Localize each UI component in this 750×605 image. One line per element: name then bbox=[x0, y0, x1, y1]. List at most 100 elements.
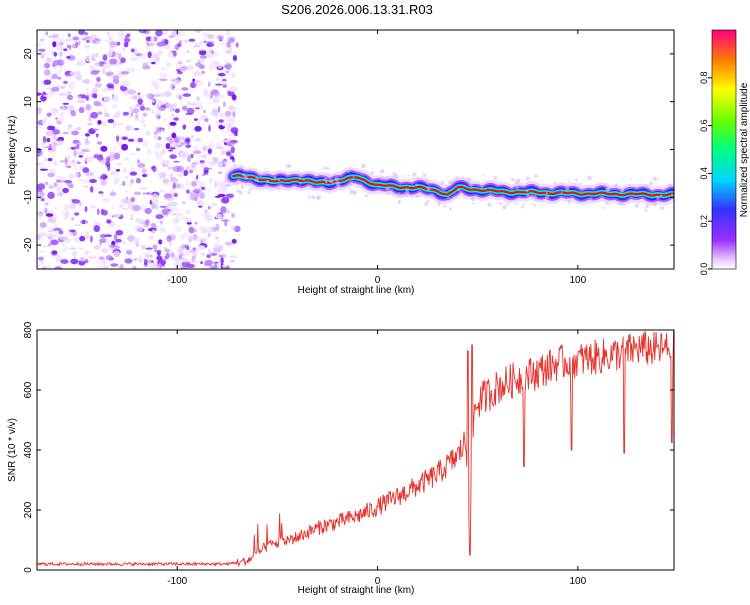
noise-blob bbox=[48, 243, 52, 247]
noise-blob bbox=[231, 213, 235, 218]
noise-blob bbox=[204, 153, 207, 160]
noise-blob bbox=[109, 192, 117, 197]
noise-blob bbox=[130, 111, 134, 117]
noise-blob bbox=[185, 144, 192, 149]
trace-scatter-dot bbox=[361, 174, 363, 176]
colorbar-tick-label: 0.4 bbox=[699, 167, 709, 180]
noise-blob bbox=[101, 209, 108, 216]
noise-blob bbox=[96, 76, 101, 82]
noise-blob bbox=[73, 71, 82, 75]
trace-scatter-dot bbox=[238, 190, 243, 195]
noise-blob bbox=[129, 96, 134, 100]
noise-blob bbox=[156, 126, 160, 134]
colorbar-label: Normalized spectral amplitude bbox=[739, 82, 750, 217]
noise-blob bbox=[66, 125, 72, 131]
noise-blob bbox=[144, 252, 152, 259]
noise-blob bbox=[129, 105, 134, 113]
noise-blob bbox=[173, 50, 177, 57]
trace-scatter-dot bbox=[463, 184, 466, 187]
spectrogram-frame bbox=[36, 29, 675, 270]
noise-blob bbox=[66, 183, 74, 187]
trace-scatter-dot bbox=[440, 181, 445, 185]
noise-blob bbox=[215, 223, 220, 231]
noise-blob bbox=[169, 121, 177, 126]
noise-blob bbox=[193, 118, 199, 121]
noise-blob bbox=[123, 157, 130, 161]
noise-blob bbox=[199, 192, 205, 199]
noise-blob bbox=[98, 191, 104, 194]
noise-blob bbox=[149, 235, 154, 240]
noise-blob bbox=[51, 91, 55, 96]
noise-blob bbox=[165, 137, 173, 141]
noise-blob bbox=[225, 89, 229, 92]
trace-scatter-dot bbox=[263, 171, 267, 176]
noise-blob bbox=[49, 210, 53, 214]
trace-scatter-dot bbox=[397, 199, 402, 204]
spectrogram-ylabel: Frequency (Hz) bbox=[7, 116, 18, 185]
trace-scatter-dot bbox=[535, 184, 538, 187]
noise-blob bbox=[207, 81, 211, 88]
colorbar-tick-label: 0.2 bbox=[699, 215, 709, 228]
noise-blob bbox=[68, 83, 73, 89]
noise-blob bbox=[184, 209, 192, 216]
trace-scatter-dot bbox=[264, 184, 269, 189]
noise-blob bbox=[107, 88, 115, 91]
noise-blob bbox=[211, 202, 217, 207]
trace-scatter-dot bbox=[325, 180, 328, 184]
noise-blob bbox=[170, 252, 175, 258]
snr-content bbox=[37, 330, 674, 568]
noise-blob bbox=[139, 254, 143, 260]
noise-blob bbox=[225, 70, 230, 74]
noise-blob bbox=[217, 72, 226, 77]
noise-blob bbox=[43, 79, 52, 85]
colorbar-tick-label: 0.6 bbox=[699, 119, 709, 132]
trace-scatter-dot bbox=[448, 181, 451, 184]
noise-blob bbox=[217, 106, 221, 113]
noise-blob bbox=[109, 58, 118, 65]
noise-blob bbox=[177, 173, 184, 178]
noise-blob bbox=[153, 36, 158, 42]
noise-blob bbox=[87, 250, 91, 254]
noise-blob bbox=[225, 209, 231, 214]
noise-blob bbox=[232, 157, 235, 163]
noise-blob bbox=[145, 130, 152, 137]
noise-blob bbox=[214, 236, 220, 240]
noise-blob bbox=[146, 40, 149, 46]
noise-blob bbox=[78, 155, 84, 158]
noise-blob bbox=[64, 179, 73, 184]
noise-blob bbox=[163, 183, 172, 186]
colorbar: 0.0 0.2 0.4 0.6 0.8 Normalized spectral ampl… bbox=[699, 29, 750, 275]
noise-blob bbox=[231, 72, 236, 79]
noise-blob bbox=[84, 206, 88, 213]
trace-scatter-dot bbox=[308, 185, 313, 189]
noise-blob bbox=[183, 39, 189, 44]
noise-blob bbox=[114, 213, 118, 218]
noise-blob bbox=[193, 80, 200, 83]
noise-blob bbox=[137, 137, 143, 143]
noise-blob bbox=[203, 92, 212, 98]
trace-scatter-dot bbox=[630, 178, 633, 181]
trace-scatter-dot bbox=[532, 195, 538, 200]
noise-blob bbox=[173, 225, 182, 230]
trace-scatter-dot bbox=[401, 195, 404, 198]
noise-blob bbox=[167, 211, 176, 216]
noise-blob bbox=[155, 30, 163, 37]
noise-blob bbox=[37, 263, 40, 267]
noise-blob bbox=[169, 154, 177, 159]
trace-scatter-dot bbox=[448, 207, 452, 211]
noise-blob bbox=[100, 145, 108, 152]
signal-trace bbox=[224, 163, 674, 212]
noise-blob bbox=[151, 61, 156, 65]
noise-blob bbox=[214, 242, 218, 248]
noise-blob bbox=[142, 65, 151, 70]
trace-scatter-dot bbox=[322, 174, 325, 177]
trace-scatter-dot bbox=[657, 178, 660, 180]
noise-blob bbox=[112, 121, 116, 128]
noise-blob bbox=[140, 106, 146, 111]
noise-blob bbox=[158, 172, 162, 176]
trace-scatter-dot bbox=[499, 202, 502, 205]
noise-blob bbox=[99, 175, 103, 180]
noise-blob bbox=[105, 71, 114, 76]
noise-blob bbox=[173, 192, 178, 198]
noise-blob bbox=[78, 151, 85, 155]
